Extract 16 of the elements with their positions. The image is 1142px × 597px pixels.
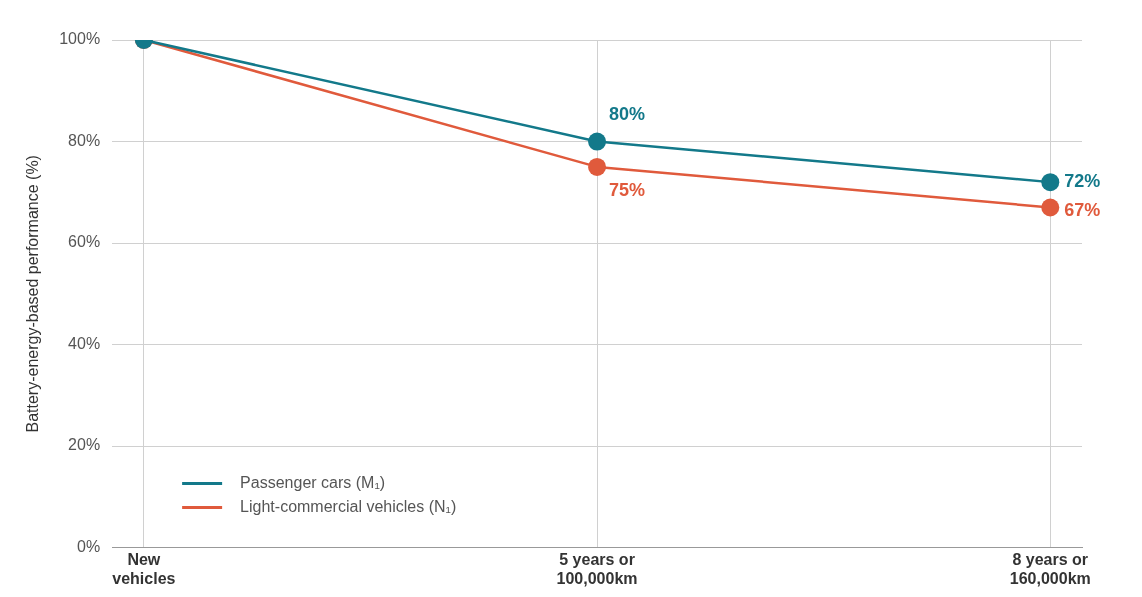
y-tick-label: 0% xyxy=(77,538,101,556)
legend-label: Passenger cars (M₁) xyxy=(240,474,386,492)
x-tick-label: 8 years or 160,000km xyxy=(1009,550,1091,587)
data-label: 72% xyxy=(1064,171,1101,192)
data-label: 67% xyxy=(1064,200,1101,221)
y-tick-label: 100% xyxy=(59,30,101,48)
x-tick-label: New vehicles xyxy=(112,550,176,587)
y-tick-label: 20% xyxy=(68,436,101,454)
data-label: 75% xyxy=(609,179,646,200)
data-label: 80% xyxy=(609,104,646,125)
legend-label: Light-commercial vehicles (N₁) xyxy=(240,498,457,516)
x-tick-label: 5 years or 100,000km xyxy=(556,550,638,587)
y-tick-label: 40% xyxy=(68,334,101,352)
y-tick-label: 60% xyxy=(68,233,101,251)
y-tick-label: 80% xyxy=(68,131,101,149)
y-axis-title: Battery-energy-based performance (%) xyxy=(24,155,42,433)
